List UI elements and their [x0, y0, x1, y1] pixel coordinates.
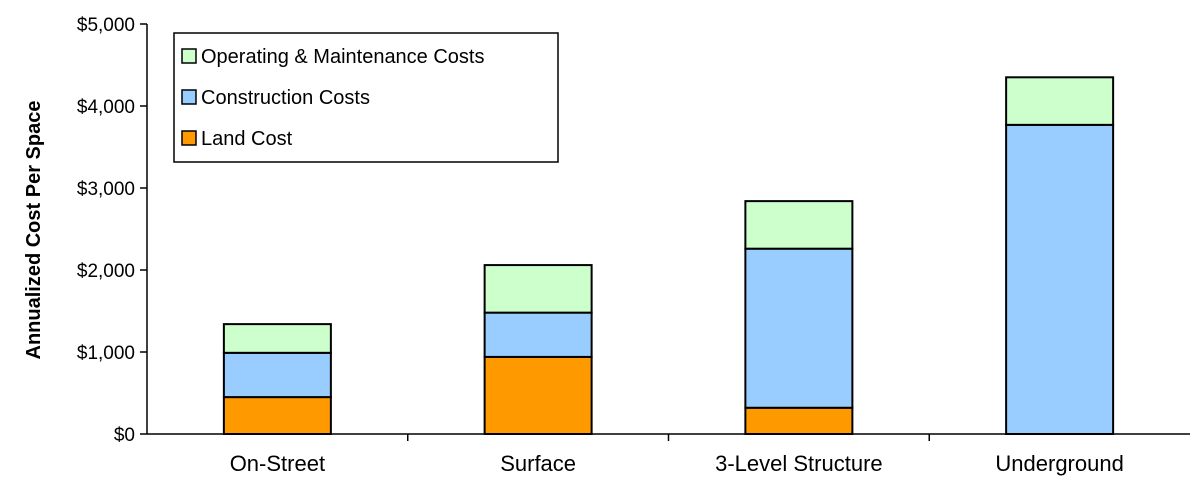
- bar-construction-costs-underground: [1005, 123, 1115, 436]
- bar-operating-maintenance-costs-surface: [483, 264, 593, 314]
- bar-operating-maintenance-costs-on-street: [222, 323, 332, 354]
- legend-swatch-operating-maintenance-costs: [181, 48, 197, 64]
- y-axis-title: Annualized Cost Per Space: [23, 101, 45, 360]
- legend-label-operating-maintenance-costs: Operating & Maintenance Costs: [201, 46, 485, 68]
- bar-construction-costs-on-street: [222, 351, 332, 399]
- legend-label-land-cost: Land Cost: [201, 128, 293, 150]
- y-tick-label: $4,000: [77, 97, 135, 118]
- y-tick-label: $1,000: [77, 343, 135, 364]
- bar-land-cost-surface: [483, 355, 593, 436]
- axes-group: On-Street Surface 3-Level Structure Undergr…: [77, 15, 1190, 476]
- x-category-label: 3-Level Structure: [715, 451, 883, 476]
- x-category-label: Surface: [500, 451, 576, 476]
- y-tick-label: $2,000: [77, 261, 135, 282]
- bar-construction-costs-3-level-structure: [744, 247, 854, 409]
- y-tick-label: $5,000: [77, 15, 135, 36]
- bar-land-cost-3-level-structure: [744, 406, 854, 436]
- bar-construction-costs-surface: [483, 311, 593, 358]
- legend-swatch-land-cost: [181, 130, 197, 146]
- y-tick-label: $0: [114, 425, 135, 446]
- legend-swatch-construction-costs: [181, 89, 197, 105]
- x-category-label: Underground: [995, 451, 1123, 476]
- y-tick-label: $3,000: [77, 179, 135, 200]
- legend-label-construction-costs: Construction Costs: [201, 87, 370, 109]
- bar-operating-maintenance-costs-3-level-structure: [744, 200, 854, 250]
- x-category-label: On-Street: [230, 451, 325, 476]
- bar-land-cost-on-street: [222, 396, 332, 436]
- bars-group: [222, 76, 1115, 436]
- bar-operating-maintenance-costs-underground: [1005, 76, 1115, 126]
- legend-box: [173, 32, 559, 163]
- legend: Operating & Maintenance Costs Constructio…: [173, 32, 559, 163]
